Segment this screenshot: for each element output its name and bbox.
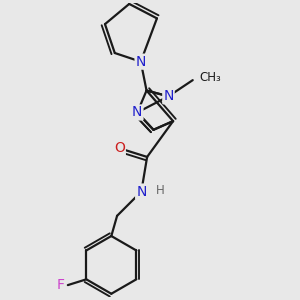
Text: O: O — [114, 141, 125, 155]
Text: N: N — [132, 106, 142, 119]
Text: H: H — [156, 184, 164, 197]
Text: N: N — [163, 89, 174, 103]
Text: N: N — [136, 55, 146, 69]
Text: CH₃: CH₃ — [200, 71, 221, 84]
Text: F: F — [57, 278, 65, 292]
Text: N: N — [136, 184, 146, 199]
